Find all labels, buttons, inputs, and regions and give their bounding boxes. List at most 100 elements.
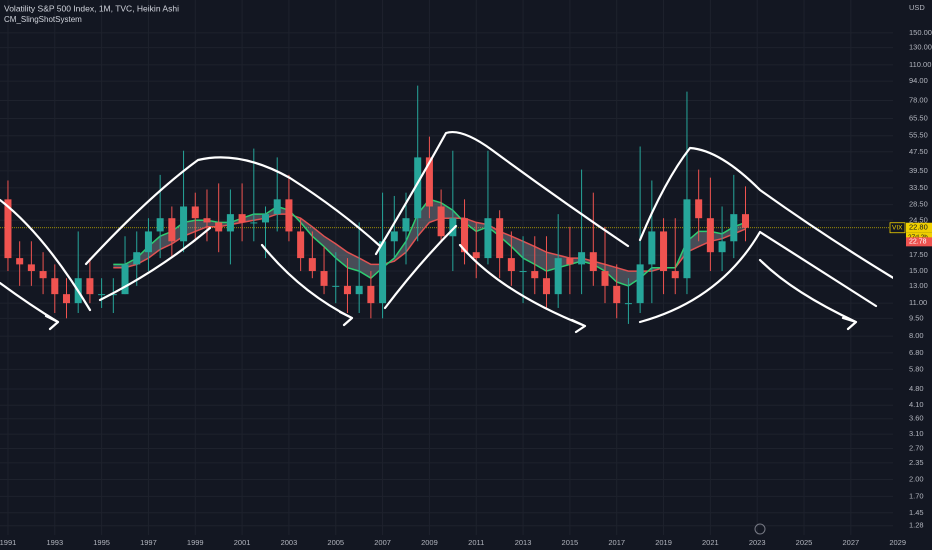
last-price-box xyxy=(906,222,932,233)
annotation-arrow xyxy=(260,243,354,327)
y-tick-label: 13.00 xyxy=(909,281,928,290)
candle-body xyxy=(496,218,504,259)
y-tick-label: 1.45 xyxy=(909,508,924,517)
candle-body xyxy=(180,206,188,242)
candle-body xyxy=(226,214,234,232)
candle-body xyxy=(425,157,433,207)
candle-body xyxy=(624,303,632,305)
annotation-line xyxy=(84,156,382,266)
annotation-line xyxy=(638,146,907,287)
chart-title: Volatility S&P 500 Index, 1M, TVC, Heiki… xyxy=(4,3,179,13)
candle-body xyxy=(332,285,340,287)
candle-body xyxy=(16,258,24,265)
candle-body xyxy=(144,231,152,253)
annotation-line xyxy=(0,198,92,312)
candle-body xyxy=(39,271,47,279)
x-tick-label: 2017 xyxy=(608,538,625,547)
prev-price-box xyxy=(906,237,932,247)
candle-body xyxy=(671,271,679,279)
currency: USD xyxy=(909,3,925,12)
indicator-name: CM_SlingShotSystem xyxy=(4,15,82,24)
candle-body xyxy=(121,264,129,295)
y-tick-label: 150.00 xyxy=(909,28,932,37)
x-tick-label: 1995 xyxy=(93,538,110,547)
candle-body xyxy=(109,294,117,296)
annotation-line xyxy=(383,224,458,310)
y-tick-label: 130.00 xyxy=(909,43,932,52)
candle-body xyxy=(648,231,656,265)
candle-body xyxy=(168,218,176,242)
candle-body xyxy=(414,157,422,219)
y-tick-label: 4.10 xyxy=(909,400,924,409)
candle-body xyxy=(261,214,270,223)
x-tick-label: 1991 xyxy=(0,538,16,547)
y-tick-label: 78.00 xyxy=(909,95,928,104)
x-tick-label: 2019 xyxy=(655,538,672,547)
candle-body xyxy=(601,271,609,286)
prev-price-label: 22.78 xyxy=(909,239,927,246)
candle-body xyxy=(355,285,363,295)
y-tick-label: 33.50 xyxy=(909,183,928,192)
x-tick-label: 2021 xyxy=(702,538,719,547)
x-tick-label: 1999 xyxy=(187,538,204,547)
candle-body xyxy=(273,199,281,215)
candle-body xyxy=(695,199,703,219)
y-tick-label: 3.10 xyxy=(909,429,924,438)
candle-body xyxy=(308,258,316,272)
y-tick-label: 110.00 xyxy=(909,60,931,69)
x-tick-label: 2027 xyxy=(843,538,860,547)
price-scale xyxy=(893,0,932,550)
symbol-label: VIX xyxy=(892,224,903,231)
candle-body xyxy=(507,258,515,272)
candle-body xyxy=(27,264,35,272)
annotation-arrow xyxy=(0,281,60,331)
x-tick-label: 2013 xyxy=(515,538,532,547)
candle-body xyxy=(402,218,410,232)
y-tick-label: 2.00 xyxy=(909,475,924,484)
candle-body xyxy=(203,218,211,223)
candle-body xyxy=(554,258,562,295)
y-tick-label: 1.28 xyxy=(909,521,924,530)
lightning-icon[interactable] xyxy=(754,523,766,535)
annotation-line xyxy=(98,226,212,302)
x-tick-label: 2011 xyxy=(468,538,484,547)
x-tick-label: 2007 xyxy=(374,538,391,547)
candle-body xyxy=(566,258,574,265)
x-tick-label: 2023 xyxy=(749,538,766,547)
candle-body xyxy=(741,214,750,228)
candle-body xyxy=(730,214,738,242)
y-tick-label: 2.35 xyxy=(909,458,924,467)
annotation-line xyxy=(638,230,878,324)
x-tick-label: 1993 xyxy=(46,538,63,547)
y-tick-label: 6.80 xyxy=(909,348,924,357)
annotation-line xyxy=(374,131,630,256)
x-tick-label: 2001 xyxy=(234,538,251,547)
y-tick-label: 28.50 xyxy=(909,200,928,209)
candle-body xyxy=(191,206,199,219)
candle-body xyxy=(86,278,94,295)
candle-body xyxy=(578,252,586,265)
y-tick-label: 1.70 xyxy=(909,491,924,500)
x-tick-label: 2005 xyxy=(327,538,344,547)
candle-body xyxy=(343,285,351,295)
candle-body xyxy=(484,218,492,259)
y-tick-label: 39.50 xyxy=(909,166,928,175)
candle-body xyxy=(320,271,328,286)
candle-body xyxy=(98,294,106,296)
candle-body xyxy=(706,218,714,253)
y-tick-label: 9.50 xyxy=(909,313,924,322)
candle-body xyxy=(542,278,550,295)
y-tick-label: 47.50 xyxy=(909,147,928,156)
annotation-arrow xyxy=(758,258,858,331)
y-tick-label: 55.50 xyxy=(909,131,928,140)
annotations xyxy=(0,131,907,334)
candle-body xyxy=(4,199,12,259)
y-tick-label: 4.80 xyxy=(909,384,924,393)
candle-body xyxy=(613,285,621,304)
candle-body xyxy=(62,294,71,304)
candle-body xyxy=(390,231,398,242)
candle-body xyxy=(660,231,668,272)
